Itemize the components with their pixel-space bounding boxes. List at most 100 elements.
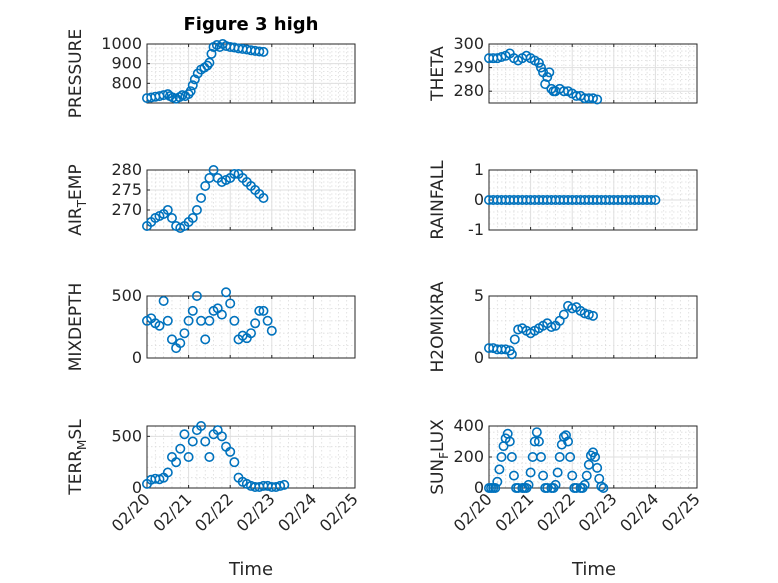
x-tick-label: 02/25 (316, 489, 362, 535)
y-tick-label: 5 (474, 286, 484, 305)
x-tick-label: 02/20 (450, 489, 496, 535)
y-tick-label: 290 (453, 58, 484, 77)
data-point (646, 195, 657, 206)
data-point (179, 328, 190, 339)
y-tick-label: 270 (111, 200, 142, 219)
data-point (542, 482, 553, 493)
data-point (225, 446, 236, 457)
data-point (200, 436, 211, 447)
y-tick-label: 300 (453, 34, 484, 53)
y-tick-label: 280 (111, 160, 142, 179)
data-point (191, 290, 202, 301)
y-axis-label-sun_flux: SUNFLUX (428, 419, 451, 495)
data-point (187, 305, 198, 316)
data-point (166, 213, 177, 224)
data-point (229, 315, 240, 326)
data-point (579, 479, 590, 490)
data-point (175, 338, 186, 349)
data-point (508, 470, 519, 481)
data-point (583, 459, 594, 470)
data-point (175, 443, 186, 454)
y-tick-label: 280 (453, 81, 484, 100)
y-tick-label: 275 (111, 180, 142, 199)
data-point (592, 462, 603, 473)
data-point (523, 479, 534, 490)
data-point (254, 46, 265, 57)
data-point (542, 72, 553, 83)
data-point (196, 420, 207, 431)
y-tick-label: 900 (111, 54, 142, 73)
x-tick-label: 02/21 (491, 489, 537, 535)
data-point (538, 470, 549, 481)
panel-theta: 280 290 300 THETA (428, 34, 698, 105)
x-axis-label-left: Time (228, 559, 273, 580)
data-point (492, 476, 503, 487)
data-point (187, 80, 198, 91)
data-point (590, 451, 601, 462)
y-axis-label-pressure: PRESSURE (66, 29, 86, 118)
data-point (162, 467, 173, 478)
data-point (587, 93, 598, 104)
data-point (550, 479, 561, 490)
data-point (496, 451, 507, 462)
data-point (533, 436, 544, 447)
data-point (500, 344, 511, 355)
data-point (229, 169, 240, 180)
data-point (525, 467, 536, 478)
x-tick-label: 02/23 (233, 489, 279, 535)
data-point (533, 57, 544, 68)
data-point (254, 305, 265, 316)
data-point (506, 349, 517, 360)
data-point (196, 193, 207, 204)
y-tick-label: 0 (474, 348, 484, 367)
data-point (592, 94, 603, 105)
data-point (208, 165, 219, 176)
y-tick-label: -1 (468, 220, 484, 239)
data-point (206, 48, 217, 59)
data-point (225, 298, 236, 309)
data-point (154, 320, 165, 331)
data-point (204, 451, 215, 462)
y-tick-label: 800 (111, 73, 142, 92)
y-tick-label: 1 (474, 160, 484, 179)
data-point (565, 451, 576, 462)
data-point (204, 315, 215, 326)
data-point (158, 295, 169, 306)
data-point (158, 90, 169, 101)
x-axis-label-right: Time (571, 559, 616, 580)
data-point (262, 315, 273, 326)
data-point (183, 315, 194, 326)
x-tick-label: 02/25 (658, 489, 704, 535)
data-point (221, 287, 232, 298)
y-axis-label-air_temp: AIRTEMP (66, 164, 89, 235)
y-tick-label: 0 (474, 478, 484, 497)
data-point (200, 334, 211, 345)
data-point (187, 436, 198, 447)
data-point (183, 451, 194, 462)
data-point (540, 79, 551, 90)
data-point (560, 430, 571, 441)
data-point (581, 470, 592, 481)
data-point (216, 309, 227, 320)
data-point (166, 334, 177, 345)
panel-mixdepth: 0 500 MIXDEPTH (66, 283, 356, 371)
chart-title: Figure 3 high (184, 14, 319, 35)
data-point (554, 451, 565, 462)
x-tick-label: 02/24 (616, 489, 662, 535)
data-point (544, 67, 555, 78)
y-tick-label: 0 (132, 348, 142, 367)
axes-box (146, 295, 356, 359)
data-point (246, 328, 257, 339)
y-tick-label: 500 (111, 286, 142, 305)
data-point (529, 436, 540, 447)
axes-box (146, 43, 356, 104)
panel-rainfall: -1 0 1 RAINFALL (428, 160, 698, 240)
data-point (162, 315, 173, 326)
x-tick-label: 02/24 (274, 489, 320, 535)
data-point (504, 436, 515, 447)
data-point (509, 334, 520, 345)
